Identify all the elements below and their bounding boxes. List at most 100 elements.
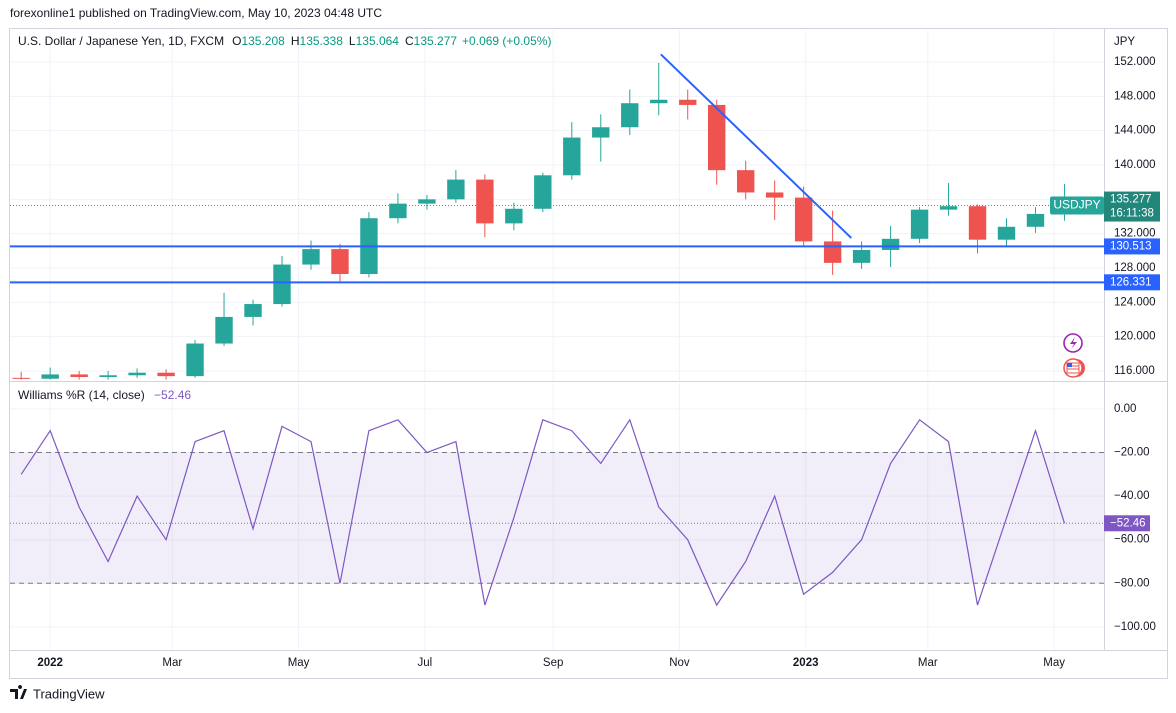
ohlc-value: 135.208 bbox=[241, 34, 285, 48]
indicator-line bbox=[20, 418, 1066, 607]
unit: JPY bbox=[1114, 36, 1135, 48]
candle-body bbox=[128, 372, 146, 376]
trendline bbox=[660, 53, 852, 239]
legend: U.S. Dollar / Japanese Yen, 1D, FXCM O135… bbox=[18, 34, 551, 48]
level-tag-label: 126.331 bbox=[1110, 276, 1152, 288]
candle-body bbox=[302, 249, 320, 265]
candle-body bbox=[157, 372, 175, 377]
candle-body bbox=[12, 377, 30, 379]
y-tick-label: 124.000 bbox=[1114, 296, 1156, 308]
candle-body bbox=[592, 127, 610, 138]
y-tick-label: 0.00 bbox=[1114, 403, 1136, 415]
ohlc-value: 135.064 bbox=[356, 34, 400, 48]
y-tick-label: −20.00 bbox=[1114, 447, 1150, 459]
indicator-legend: Williams %R (14, close) −52.46 bbox=[18, 388, 191, 402]
last-value-label: −52.46 bbox=[1110, 517, 1146, 529]
y-tick-label: −60.00 bbox=[1114, 534, 1150, 546]
publisher: forexonline1 published on TradingView.co… bbox=[10, 6, 382, 20]
icon-flag bbox=[1063, 358, 1085, 378]
candle-body bbox=[736, 170, 755, 193]
ohlc-key: O bbox=[232, 34, 241, 48]
footer: TradingView bbox=[33, 686, 105, 701]
y-tick-label: 120.000 bbox=[1114, 331, 1156, 343]
candle-body bbox=[679, 99, 697, 105]
y-tick-label: −80.00 bbox=[1114, 577, 1150, 589]
candle-body bbox=[273, 264, 291, 305]
grid bbox=[10, 30, 1104, 650]
y-tick-label: 132.000 bbox=[1114, 228, 1156, 240]
y-tick-label: −40.00 bbox=[1114, 490, 1150, 502]
y-tick-label: 116.000 bbox=[1114, 365, 1155, 377]
level-tag bbox=[1104, 238, 1160, 255]
x-tick-label: May bbox=[1043, 657, 1065, 669]
x-tick-label: Jul bbox=[417, 657, 432, 669]
ohlc-key: H bbox=[291, 34, 300, 48]
footer-logo: TradingView bbox=[10, 685, 105, 701]
candle-body bbox=[997, 226, 1016, 240]
x-tick-label: Nov bbox=[669, 657, 690, 669]
overlay: 116.000120.000124.000128.000132.000136.0… bbox=[37, 56, 1160, 669]
x-tick-label: Mar bbox=[162, 657, 182, 669]
x-tick-label: Mar bbox=[918, 657, 938, 669]
x-tick-label: 2022 bbox=[37, 657, 63, 669]
candle-body bbox=[99, 375, 117, 377]
y-tick-label: 128.000 bbox=[1114, 262, 1156, 274]
candle-body bbox=[881, 238, 900, 250]
symbol-tag bbox=[1050, 196, 1104, 215]
level-tag-label: 130.513 bbox=[1110, 240, 1152, 252]
candle-body bbox=[476, 179, 494, 224]
ohlc-key: C bbox=[405, 34, 414, 48]
candle-body bbox=[621, 103, 639, 128]
candle-body bbox=[823, 241, 842, 263]
x-tick-label: Sep bbox=[543, 657, 563, 669]
candle-body bbox=[418, 199, 436, 204]
symbol-title: U.S. Dollar / Japanese Yen, 1D, FXCM bbox=[18, 34, 224, 48]
candle-body bbox=[505, 208, 523, 224]
candle-body bbox=[910, 209, 929, 239]
countdown: 16:11:38 bbox=[1110, 208, 1154, 220]
ohlc-key: L bbox=[349, 34, 356, 48]
candle-body bbox=[1026, 213, 1045, 227]
plot bbox=[10, 53, 1104, 607]
candle-body bbox=[939, 206, 958, 210]
x-tick-label: 2023 bbox=[793, 657, 819, 669]
candle-body bbox=[534, 175, 552, 209]
candle-body bbox=[852, 249, 871, 263]
last-value-tag bbox=[1104, 515, 1150, 532]
candle-body bbox=[447, 179, 465, 200]
y-tick-label: 152.000 bbox=[1114, 56, 1156, 68]
candle-body bbox=[650, 99, 668, 104]
chart-frame bbox=[9, 28, 1168, 679]
indicator-title: Williams %R (14, close) bbox=[18, 388, 145, 402]
indicator-band bbox=[10, 452, 1104, 584]
candle-body bbox=[389, 203, 407, 219]
indicator bbox=[10, 418, 1104, 607]
last-price-tag bbox=[1104, 191, 1160, 222]
symbol-tag-label: USDJPY bbox=[1053, 198, 1100, 212]
y-tick-label: 148.000 bbox=[1114, 90, 1156, 102]
candle-body bbox=[186, 343, 204, 377]
candle-body bbox=[765, 192, 784, 198]
candle-body bbox=[968, 206, 987, 240]
ohlc-value: 135.277 bbox=[414, 34, 458, 48]
candle-body bbox=[708, 104, 726, 171]
candle-body bbox=[331, 249, 349, 275]
candles bbox=[10, 53, 1104, 380]
candle-body bbox=[794, 197, 813, 242]
indicator-value: −52.46 bbox=[154, 388, 191, 402]
x-tick-label: May bbox=[288, 657, 310, 669]
candle-body bbox=[563, 137, 581, 176]
change: +0.069 (+0.05%) bbox=[462, 34, 551, 48]
y-tick-label: −100.00 bbox=[1114, 621, 1156, 633]
candle-body bbox=[70, 374, 88, 377]
ohlc-value: 135.338 bbox=[300, 34, 344, 48]
y-tick-label: 144.000 bbox=[1114, 125, 1156, 137]
candle-body bbox=[244, 304, 262, 317]
candle-body bbox=[215, 316, 233, 344]
y-tick-label: 140.000 bbox=[1114, 159, 1156, 171]
icon-flash bbox=[1063, 333, 1083, 353]
level-tag bbox=[1104, 274, 1160, 291]
candle-body bbox=[41, 374, 59, 379]
